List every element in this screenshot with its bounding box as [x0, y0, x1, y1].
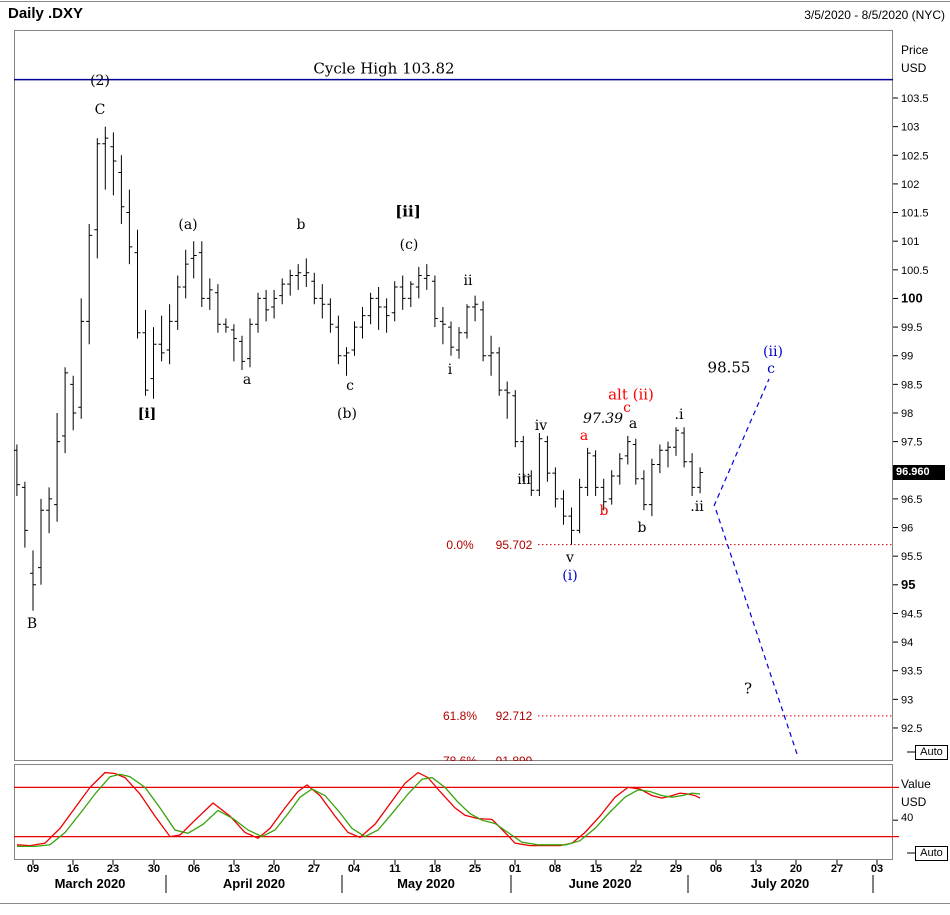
- date-tick-label: 29: [670, 863, 682, 875]
- price-tick-label: 102.5: [901, 150, 929, 162]
- value-axis-unit-1: Value: [901, 777, 931, 791]
- month-label: July 2020: [751, 876, 810, 891]
- price-tick-label: 92.5: [901, 723, 922, 735]
- date-tick-label: 20: [268, 863, 280, 875]
- price-tick-label: 98: [901, 408, 913, 420]
- date-tick-label: 16: [67, 863, 79, 875]
- date-tick-label: 18: [429, 863, 441, 875]
- price-tick-label: 103: [901, 122, 919, 134]
- date-tick-label: 23: [107, 863, 119, 875]
- price-tick-label: 101: [901, 236, 919, 248]
- current-price-label: 96.960: [893, 465, 945, 480]
- value-axis-tick-label: 40: [901, 812, 914, 824]
- date-tick-label: 30: [148, 863, 160, 875]
- price-tick-label: 94.5: [901, 608, 922, 620]
- date-tick-label: 27: [831, 863, 843, 875]
- price-auto-button[interactable]: Auto: [915, 745, 948, 760]
- month-label: April 2020: [223, 876, 285, 891]
- date-tick-label: 13: [228, 863, 240, 875]
- price-tick-label: 95.5: [901, 551, 922, 563]
- price-axis-unit-1: Price: [901, 43, 929, 57]
- price-tick-label: 101.5: [901, 208, 929, 220]
- date-tick-label: 01: [509, 863, 521, 875]
- date-tick-label: 27: [308, 863, 320, 875]
- date-tick-label: 20: [790, 863, 802, 875]
- date-tick-label: 06: [710, 863, 722, 875]
- date-tick-label: 09: [27, 863, 39, 875]
- date-tick-label: 04: [348, 863, 361, 875]
- date-tick-label: 11: [389, 863, 401, 875]
- month-label: May 2020: [397, 876, 455, 891]
- month-label: June 2020: [569, 876, 632, 891]
- top-rule: [0, 1, 950, 2]
- date-tick-label: 13: [750, 863, 762, 875]
- price-tick-label: 98.5: [901, 379, 922, 391]
- price-axis-unit-2: USD: [901, 61, 927, 75]
- price-tick-label: 100.5: [901, 265, 929, 277]
- window-date-range: 3/5/2020 - 8/5/2020 (NYC): [804, 8, 945, 22]
- price-tick-label: 94: [901, 637, 913, 649]
- price-tick-label: 97.5: [901, 437, 922, 449]
- date-tick-label: 06: [188, 863, 200, 875]
- price-tick-label: 99.5: [901, 322, 922, 334]
- date-tick-label: 03: [871, 863, 883, 875]
- date-tick-label: 25: [469, 863, 481, 875]
- price-tick-label: 96.5: [901, 494, 922, 506]
- price-tick-label: 96: [901, 523, 913, 535]
- price-tick-label: 102: [901, 179, 919, 191]
- price-tick-label: 93: [901, 694, 913, 706]
- price-tick-label: 103.5: [901, 93, 929, 105]
- indicator-auto-button[interactable]: Auto: [915, 846, 948, 861]
- bottom-rule: [0, 903, 950, 904]
- price-panel[interactable]: [14, 30, 893, 761]
- month-label: March 2020: [55, 876, 126, 891]
- date-tick-label: 15: [590, 863, 602, 875]
- date-tick-label: 08: [549, 863, 561, 875]
- price-tick-label: 95: [901, 577, 915, 592]
- window-title: Daily .DXY: [8, 5, 84, 22]
- date-tick-label: 22: [630, 863, 642, 875]
- price-tick-label: 100: [901, 290, 923, 305]
- price-tick-label: 93.5: [901, 666, 922, 678]
- value-axis-unit-2: USD: [901, 795, 927, 809]
- price-tick-label: 99: [901, 351, 913, 363]
- indicator-panel[interactable]: [14, 764, 893, 860]
